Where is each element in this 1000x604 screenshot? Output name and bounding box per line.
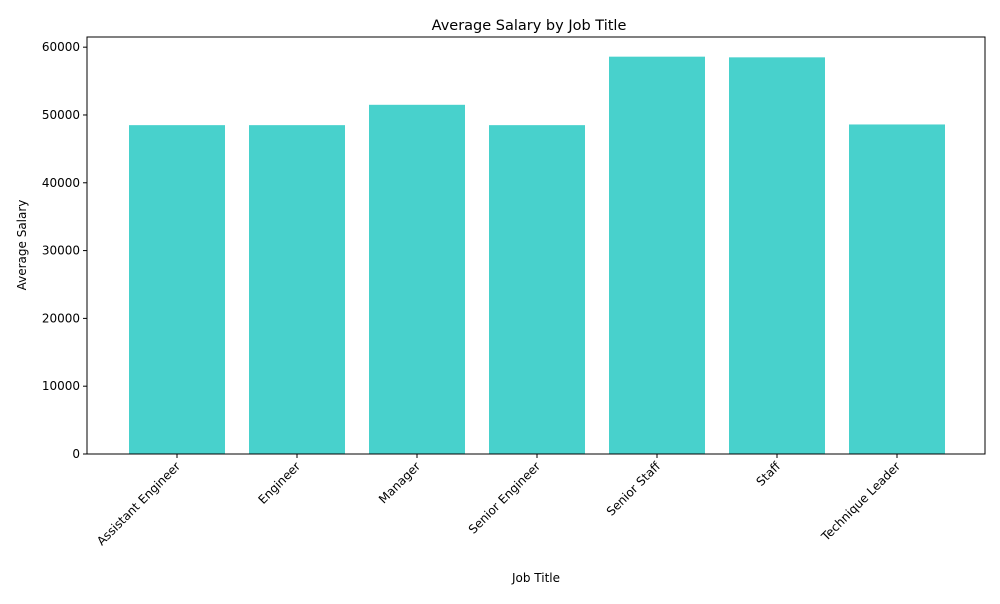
y-axis-label: Average Salary (15, 200, 29, 291)
y-tick-label: 0 (72, 447, 80, 461)
x-tick-label: Manager (376, 459, 423, 506)
y-tick-label: 60000 (42, 40, 80, 54)
bar-senior-staff (609, 56, 705, 454)
plot-frame (86, 36, 986, 455)
bar-engineer (249, 125, 345, 455)
x-axis-label: Job Title (511, 571, 560, 585)
chart-title: Average Salary by Job Title (432, 18, 627, 34)
y-tick-label: 30000 (42, 244, 80, 258)
x-tick-label: Technique Leader (818, 459, 903, 544)
y-tick-label: 40000 (42, 176, 80, 190)
x-tick-label: Engineer (255, 459, 303, 507)
bar-technique-leader (849, 124, 945, 454)
bars-layer (129, 56, 945, 455)
y-tick-label: 10000 (42, 379, 80, 393)
bar-assistant-engineer (129, 125, 225, 455)
bar-senior-engineer (489, 125, 585, 455)
bar-manager (369, 104, 465, 455)
x-tick-label: Staff (753, 459, 783, 489)
x-tick-label: Senior Staff (604, 459, 664, 519)
x-tick-label: Assistant Engineer (94, 459, 183, 548)
y-tick-label: 20000 (42, 311, 80, 325)
bar-staff (729, 57, 825, 455)
x-tick-label: Senior Engineer (466, 459, 543, 536)
y-tick-label: 50000 (42, 108, 80, 122)
